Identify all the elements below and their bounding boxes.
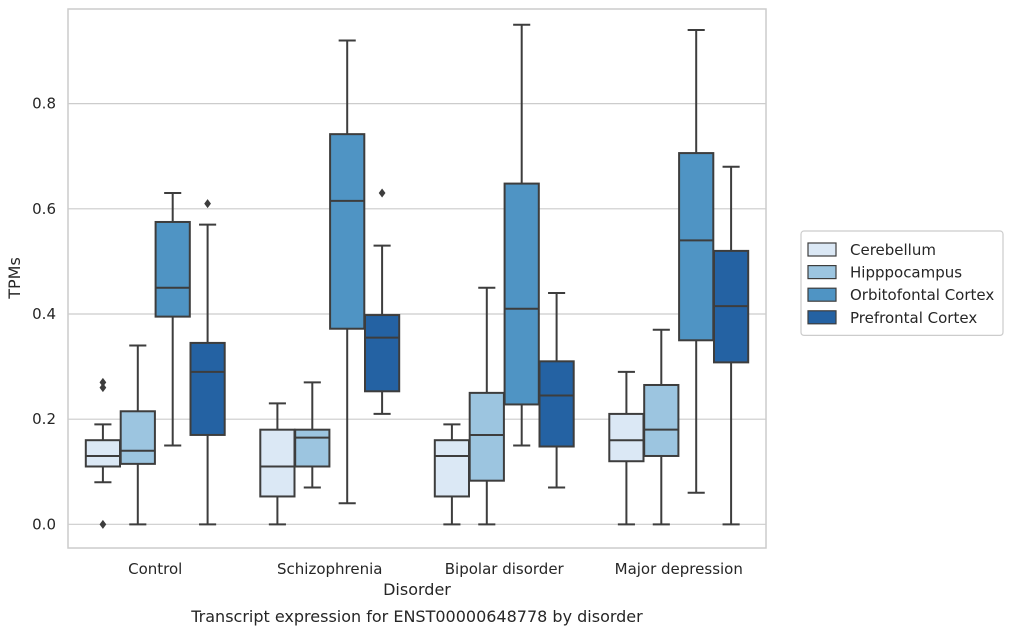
box-prefrontal-cortex [712, 165, 750, 526]
box-cerebellum [84, 377, 122, 529]
iqr-box [643, 383, 680, 457]
iqr-box [119, 410, 156, 465]
iqr-box [608, 412, 645, 463]
iqr-box [84, 439, 122, 468]
legend: Cerebellum Hipppocampus Orbitofontal Corte… [800, 230, 1004, 337]
x-axis-label: Disorder [383, 580, 451, 599]
box-prefrontal-cortex [363, 188, 401, 415]
box-orbitofontal-cortex [678, 29, 715, 494]
y-tick-label: 0.6 [32, 200, 56, 218]
iqr-box [468, 391, 505, 482]
legend-frame [800, 230, 1004, 337]
legend-label: Hipppocampus [850, 264, 962, 282]
boxes [84, 23, 750, 529]
legend-label: Cerebellum [850, 241, 936, 259]
chart-caption: Transcript expression for ENST0000064877… [190, 607, 643, 626]
iqr-box [678, 152, 715, 342]
y-axis-label: TPMs [5, 257, 24, 300]
box-cerebellum [433, 423, 471, 526]
plot-area-frame [67, 8, 767, 549]
legend-label: Orbitofontal Cortex [850, 286, 994, 304]
x-tick-label: Control [128, 560, 182, 578]
box-hipppocampus [468, 286, 505, 526]
box-orbitofontal-cortex [154, 192, 191, 447]
legend-swatch [807, 242, 837, 257]
y-tick-label: 0.8 [32, 95, 56, 113]
box-hipppocampus [119, 344, 156, 526]
tick-labels: 0.0 0.2 0.4 0.6 0.8 Control Schizophrenia Bipol… [32, 95, 743, 578]
iqr-box [154, 220, 191, 318]
box-orbitofontal-cortex [503, 23, 540, 447]
outlier-point [378, 188, 386, 198]
box-prefrontal-cortex [538, 291, 575, 489]
legend-swatch [807, 287, 837, 302]
legend-swatch [807, 265, 837, 280]
box-orbitofontal-cortex [329, 39, 366, 505]
box-cerebellum [608, 370, 645, 526]
outlier-point [99, 383, 107, 393]
x-tick-label: Major depression [615, 560, 743, 578]
outlier-point [99, 377, 107, 387]
iqr-box [433, 439, 471, 498]
box-hipppocampus [643, 328, 680, 526]
outlier-point [99, 519, 107, 529]
iqr-box [538, 360, 575, 448]
iqr-box [259, 428, 296, 498]
legend-label: Prefrontal Cortex [850, 309, 977, 327]
y-tick-label: 0.0 [32, 515, 56, 533]
box-hipppocampus [294, 381, 331, 489]
iqr-box [329, 133, 366, 330]
box-prefrontal-cortex [189, 199, 226, 526]
iqr-box [189, 341, 226, 436]
iqr-box [294, 428, 331, 468]
outlier-point [204, 199, 211, 209]
iqr-box [363, 314, 401, 393]
iqr-box [503, 182, 540, 406]
legend-swatch [807, 310, 837, 325]
x-tick-label: Bipolar disorder [445, 560, 565, 578]
y-tick-label: 0.4 [32, 305, 56, 323]
y-tick-label: 0.2 [32, 410, 56, 428]
box-cerebellum [259, 402, 296, 526]
x-tick-label: Schizophrenia [277, 560, 382, 578]
